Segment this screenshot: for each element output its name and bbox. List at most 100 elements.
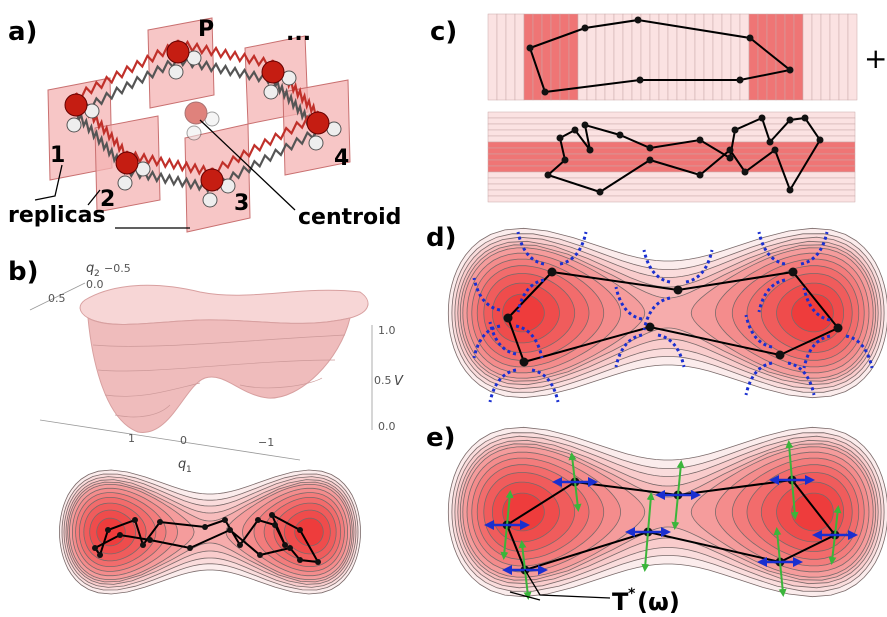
stripe bbox=[713, 14, 722, 100]
bead bbox=[834, 324, 843, 333]
ellipsis: ... bbox=[286, 21, 311, 46]
hydrogen bbox=[118, 176, 132, 190]
bead bbox=[227, 527, 233, 533]
stripe bbox=[740, 14, 749, 100]
stripe bbox=[488, 14, 497, 100]
stripe bbox=[839, 14, 848, 100]
bead bbox=[542, 89, 549, 96]
operator-sup: * bbox=[628, 586, 636, 602]
replica-number: 3 bbox=[234, 191, 249, 216]
bead bbox=[269, 512, 275, 518]
bead bbox=[697, 172, 704, 179]
oxygen bbox=[167, 41, 189, 63]
bead bbox=[105, 527, 111, 533]
bead bbox=[132, 517, 138, 523]
hydrogen bbox=[309, 136, 323, 150]
stripe bbox=[785, 14, 794, 100]
stripe bbox=[794, 14, 803, 100]
stripe bbox=[641, 14, 650, 100]
bead bbox=[647, 145, 654, 152]
bead bbox=[157, 519, 163, 525]
bead bbox=[315, 559, 321, 565]
bead bbox=[545, 172, 552, 179]
bead bbox=[117, 532, 123, 538]
bead bbox=[617, 132, 624, 139]
bead bbox=[787, 187, 794, 194]
stripe bbox=[488, 130, 855, 136]
mode-stripes-bottom bbox=[488, 112, 855, 202]
stripe bbox=[758, 14, 767, 100]
mode-stripes-top bbox=[488, 14, 857, 100]
bead bbox=[520, 358, 529, 367]
replica-number: 4 bbox=[334, 146, 349, 171]
bead bbox=[572, 127, 579, 134]
hydrogen bbox=[187, 126, 201, 140]
stripe bbox=[488, 178, 855, 184]
bead bbox=[767, 139, 774, 146]
stripe bbox=[488, 160, 855, 166]
hydrogen bbox=[67, 118, 81, 132]
panel-label: a) bbox=[8, 17, 37, 47]
replicas-label: replicas bbox=[8, 203, 106, 228]
bead bbox=[187, 545, 193, 551]
oxygen bbox=[262, 61, 284, 83]
replica-number: 1 bbox=[50, 143, 65, 168]
panel-label: b) bbox=[8, 257, 39, 287]
bead bbox=[587, 147, 594, 154]
bead bbox=[140, 542, 146, 548]
bead bbox=[674, 286, 683, 295]
contour-map bbox=[60, 470, 361, 594]
bead bbox=[527, 45, 534, 52]
oxygen bbox=[307, 112, 329, 134]
bead bbox=[772, 147, 779, 154]
stripe bbox=[686, 14, 695, 100]
bead bbox=[272, 522, 278, 528]
stripe bbox=[488, 124, 855, 130]
stripe bbox=[533, 14, 542, 100]
bead bbox=[817, 137, 824, 144]
oxygen bbox=[185, 102, 207, 124]
bead bbox=[287, 545, 293, 551]
bead bbox=[759, 115, 766, 122]
panel-a-graphic bbox=[48, 18, 350, 232]
operator-arg: (ω) bbox=[637, 588, 680, 616]
stripe bbox=[650, 14, 659, 100]
stripe bbox=[623, 14, 632, 100]
operator-label: T bbox=[612, 588, 629, 616]
bead bbox=[222, 517, 228, 523]
stripe bbox=[488, 190, 855, 196]
stripe bbox=[830, 14, 839, 100]
tick-label: 0.0 bbox=[378, 420, 396, 433]
bead bbox=[802, 115, 809, 122]
bead bbox=[747, 35, 754, 42]
stripe bbox=[488, 112, 855, 118]
bead bbox=[647, 157, 654, 164]
tick-label: 0.5 bbox=[374, 374, 392, 387]
oxygen bbox=[116, 152, 138, 174]
bead bbox=[282, 542, 288, 548]
replica-label: P bbox=[198, 17, 214, 42]
centroid-label: centroid bbox=[298, 205, 401, 230]
bead bbox=[737, 77, 744, 84]
bead bbox=[97, 552, 103, 558]
stripe bbox=[605, 14, 614, 100]
panel-label: e) bbox=[426, 423, 456, 453]
stripe bbox=[488, 148, 855, 154]
stripe bbox=[488, 184, 855, 190]
bead bbox=[776, 351, 785, 360]
stripe bbox=[488, 154, 855, 160]
stripe bbox=[515, 14, 524, 100]
stripe bbox=[524, 14, 533, 100]
bead bbox=[257, 552, 263, 558]
tick-label: 0 bbox=[180, 434, 187, 447]
hydrogen bbox=[264, 85, 278, 99]
tick-label: 0.5 bbox=[48, 292, 66, 305]
tick-label: −0.5 bbox=[104, 262, 131, 275]
stripe bbox=[488, 136, 855, 142]
axis-subscript: 1 bbox=[186, 465, 192, 475]
surface-bowl bbox=[88, 318, 350, 432]
bead bbox=[147, 537, 153, 543]
potential-surface bbox=[30, 283, 372, 460]
panel-label: d) bbox=[426, 223, 457, 253]
oxygen bbox=[201, 169, 223, 191]
